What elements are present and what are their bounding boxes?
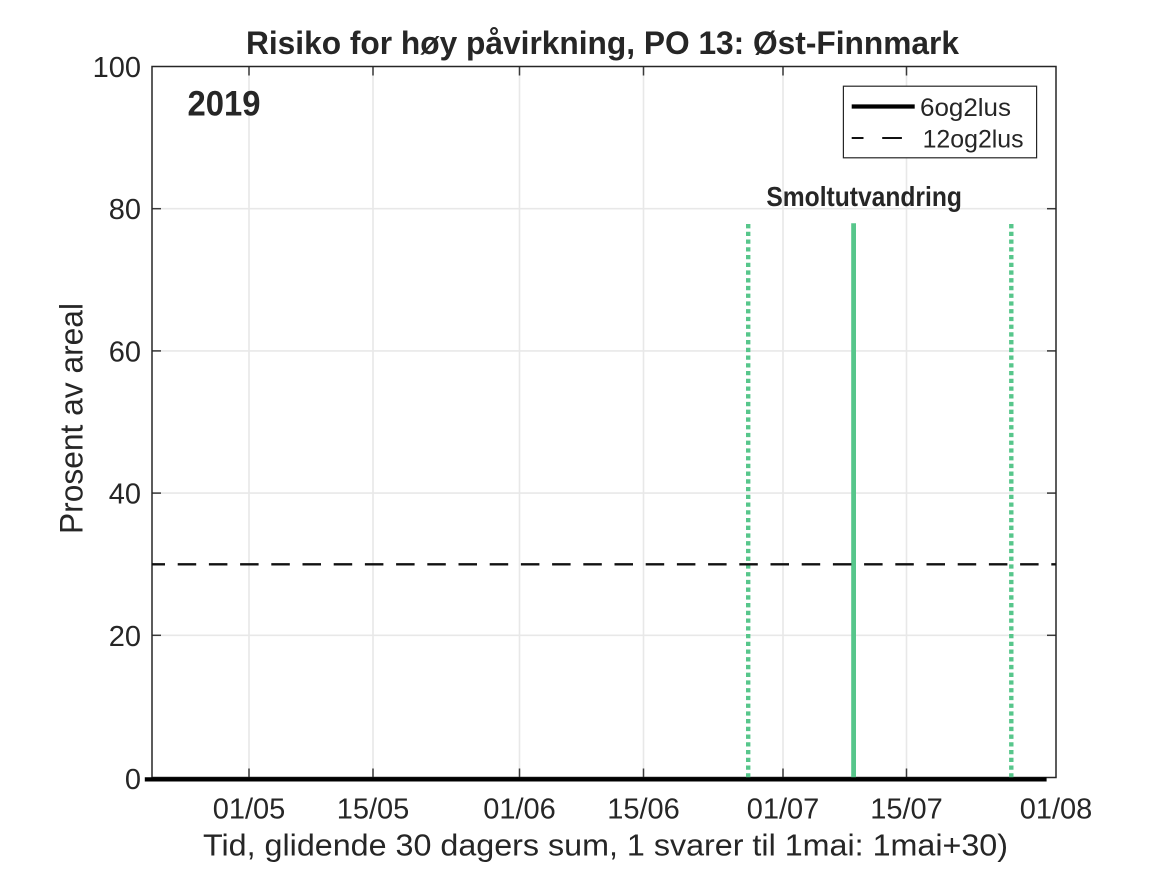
svg-text:15/05: 15/05 [337,794,410,826]
svg-text:01/05: 01/05 [213,794,286,826]
svg-text:6og2lus: 6og2lus [920,94,1011,122]
svg-text:40: 40 [109,479,141,511]
svg-text:01/07: 01/07 [747,794,820,826]
svg-text:Prosent av areal: Prosent av areal [54,303,90,534]
svg-text:01/08: 01/08 [1020,794,1093,826]
svg-text:Smoltutvandring: Smoltutvandring [766,181,962,212]
svg-text:Tid, glidende 30 dagers sum, 1: Tid, glidende 30 dagers sum, 1 svarer ti… [203,828,1008,863]
svg-text:15/06: 15/06 [607,794,680,826]
svg-text:15/07: 15/07 [870,794,943,826]
svg-text:Risiko for høy påvirkning, PO: Risiko for høy påvirkning, PO 13: Øst-Fi… [246,25,959,61]
svg-text:60: 60 [109,336,141,368]
svg-text:2019: 2019 [188,85,261,124]
svg-text:80: 80 [109,194,141,226]
svg-text:0: 0 [125,764,141,796]
svg-text:01/06: 01/06 [483,794,556,826]
svg-text:100: 100 [93,52,141,84]
svg-text:12og2lus: 12og2lus [923,126,1024,154]
svg-text:20: 20 [109,621,141,653]
